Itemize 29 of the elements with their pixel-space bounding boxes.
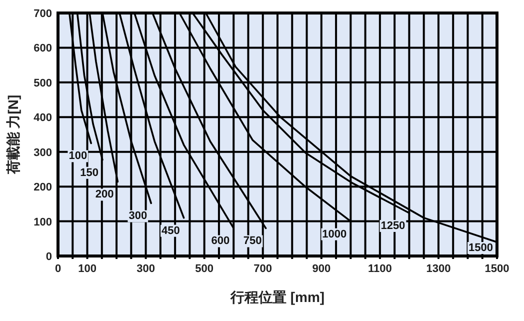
y-tick-label: 700: [34, 8, 52, 20]
series-label: 1000: [322, 228, 347, 240]
series-label: 1250: [380, 220, 406, 232]
y-tick-label: 500: [34, 77, 52, 90]
x-tick-label: 900: [312, 263, 331, 275]
y-tick-label: 600: [34, 42, 52, 55]
series-label: 200: [95, 188, 114, 201]
x-tick-label: 1100: [368, 263, 392, 275]
x-tick-label: 100: [78, 263, 96, 275]
series-label: 150: [80, 166, 98, 179]
series-label: 750: [243, 235, 262, 248]
x-tick-label: 300: [136, 263, 155, 275]
series-label: 1500: [468, 242, 493, 254]
series-label: 100: [68, 150, 88, 162]
y-axis-title: 荷載能 力[N]: [5, 94, 21, 176]
x-tick-label: 0: [54, 263, 62, 275]
y-tick-label: 0: [46, 251, 52, 263]
x-tick-label: 500: [195, 263, 214, 275]
x-tick-label: 1300: [426, 263, 451, 275]
series-label: 450: [161, 224, 180, 237]
y-tick-label: 100: [34, 216, 52, 228]
y-tick-label: 300: [34, 146, 52, 159]
series-label: 600: [211, 235, 230, 248]
series-label: 300: [128, 210, 148, 222]
x-tick-label: 700: [254, 263, 272, 275]
y-tick-label: 200: [34, 182, 52, 194]
y-tick-label: 400: [34, 112, 52, 124]
x-axis-title: 行程位置 [mm]: [229, 289, 325, 305]
x-tick-label: 1500: [484, 263, 510, 275]
